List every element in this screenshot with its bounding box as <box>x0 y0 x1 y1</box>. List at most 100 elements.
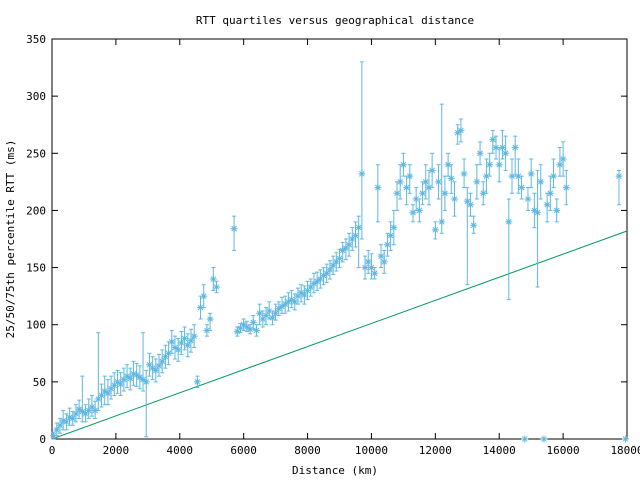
x-tick-label: 6000 <box>230 444 257 457</box>
data-point <box>502 135 510 171</box>
median-marker <box>550 172 558 180</box>
median-marker <box>268 314 276 322</box>
data-point <box>288 289 296 309</box>
median-marker <box>230 225 238 233</box>
data-point <box>361 255 369 280</box>
data-point <box>527 158 535 189</box>
y-tick-label: 150 <box>26 262 46 275</box>
median-marker <box>171 344 179 352</box>
plot-frame <box>51 38 628 440</box>
median-marker <box>367 264 375 272</box>
data-point <box>94 332 102 411</box>
data-point <box>553 198 561 223</box>
data-point <box>556 147 564 177</box>
data-point <box>422 164 430 200</box>
median-marker <box>297 289 305 297</box>
median-marker <box>425 184 433 192</box>
median-marker <box>107 385 115 393</box>
data-point <box>451 181 458 217</box>
data-point <box>310 272 318 294</box>
data-point <box>129 360 137 386</box>
data-point <box>534 169 542 288</box>
data-point <box>358 61 366 240</box>
data-point <box>300 285 308 305</box>
data-point <box>466 192 474 217</box>
data-point <box>415 198 423 223</box>
median-marker <box>476 149 484 157</box>
median-marker <box>165 349 173 357</box>
median-marker <box>409 209 417 217</box>
data-points <box>50 61 629 443</box>
data-point <box>543 192 551 223</box>
data-point <box>230 215 238 251</box>
data-point <box>454 124 462 145</box>
data-point <box>351 221 359 248</box>
data-point <box>184 333 192 358</box>
median-marker <box>345 241 353 249</box>
data-point <box>240 318 248 331</box>
data-point <box>371 267 379 280</box>
median-marker <box>206 315 214 323</box>
median-marker <box>326 266 334 274</box>
median-marker <box>447 174 455 182</box>
median-marker <box>438 218 446 226</box>
data-point <box>447 164 455 194</box>
median-marker <box>470 221 478 229</box>
data-point <box>259 310 267 328</box>
axis-ticks: 0 2000 4000 6000 8000 10000 12000 14000 16000 180… <box>26 33 640 457</box>
median-marker <box>209 275 217 283</box>
data-point <box>444 152 452 177</box>
median-marker <box>441 189 449 197</box>
median-marker <box>53 426 61 434</box>
median-marker <box>50 432 58 440</box>
data-point <box>72 404 80 423</box>
data-point <box>320 267 328 286</box>
median-marker <box>559 155 567 163</box>
data-point <box>323 263 331 283</box>
median-marker <box>451 195 458 203</box>
median-marker <box>383 241 391 249</box>
data-point <box>200 284 208 309</box>
x-tick-label: 0 <box>49 444 56 457</box>
median-marker <box>502 149 510 157</box>
median-marker <box>91 406 99 414</box>
data-point <box>171 335 179 360</box>
data-point <box>168 329 176 354</box>
data-point <box>463 187 471 286</box>
data-point <box>284 292 292 312</box>
data-point <box>275 301 283 317</box>
median-marker <box>486 161 494 169</box>
data-point <box>133 363 141 387</box>
median-marker <box>233 328 241 336</box>
median-marker <box>380 258 388 266</box>
y-tick-label: 250 <box>26 147 46 160</box>
median-marker <box>463 197 471 205</box>
chart-title: RTT quartiles versus geographical distan… <box>196 14 474 27</box>
median-marker <box>621 435 629 443</box>
median-marker <box>316 275 324 283</box>
data-point <box>161 344 169 369</box>
y-tick-label: 200 <box>26 204 46 217</box>
median-marker <box>403 184 411 192</box>
data-point <box>107 375 115 400</box>
median-marker <box>85 406 93 414</box>
data-point <box>136 365 144 390</box>
median-marker <box>364 258 372 266</box>
data-point <box>256 303 264 326</box>
data-point <box>492 135 500 160</box>
data-point <box>110 372 118 397</box>
data-point <box>364 249 372 274</box>
median-marker <box>396 178 404 186</box>
median-marker <box>498 144 506 152</box>
median-marker <box>88 403 96 411</box>
median-marker <box>377 252 385 260</box>
median-marker <box>355 224 363 232</box>
data-point <box>206 312 214 331</box>
data-point <box>213 280 221 294</box>
median-marker <box>511 144 519 152</box>
median-marker <box>120 376 128 384</box>
data-point <box>297 284 305 303</box>
median-marker <box>508 172 516 180</box>
median-marker <box>387 232 395 240</box>
